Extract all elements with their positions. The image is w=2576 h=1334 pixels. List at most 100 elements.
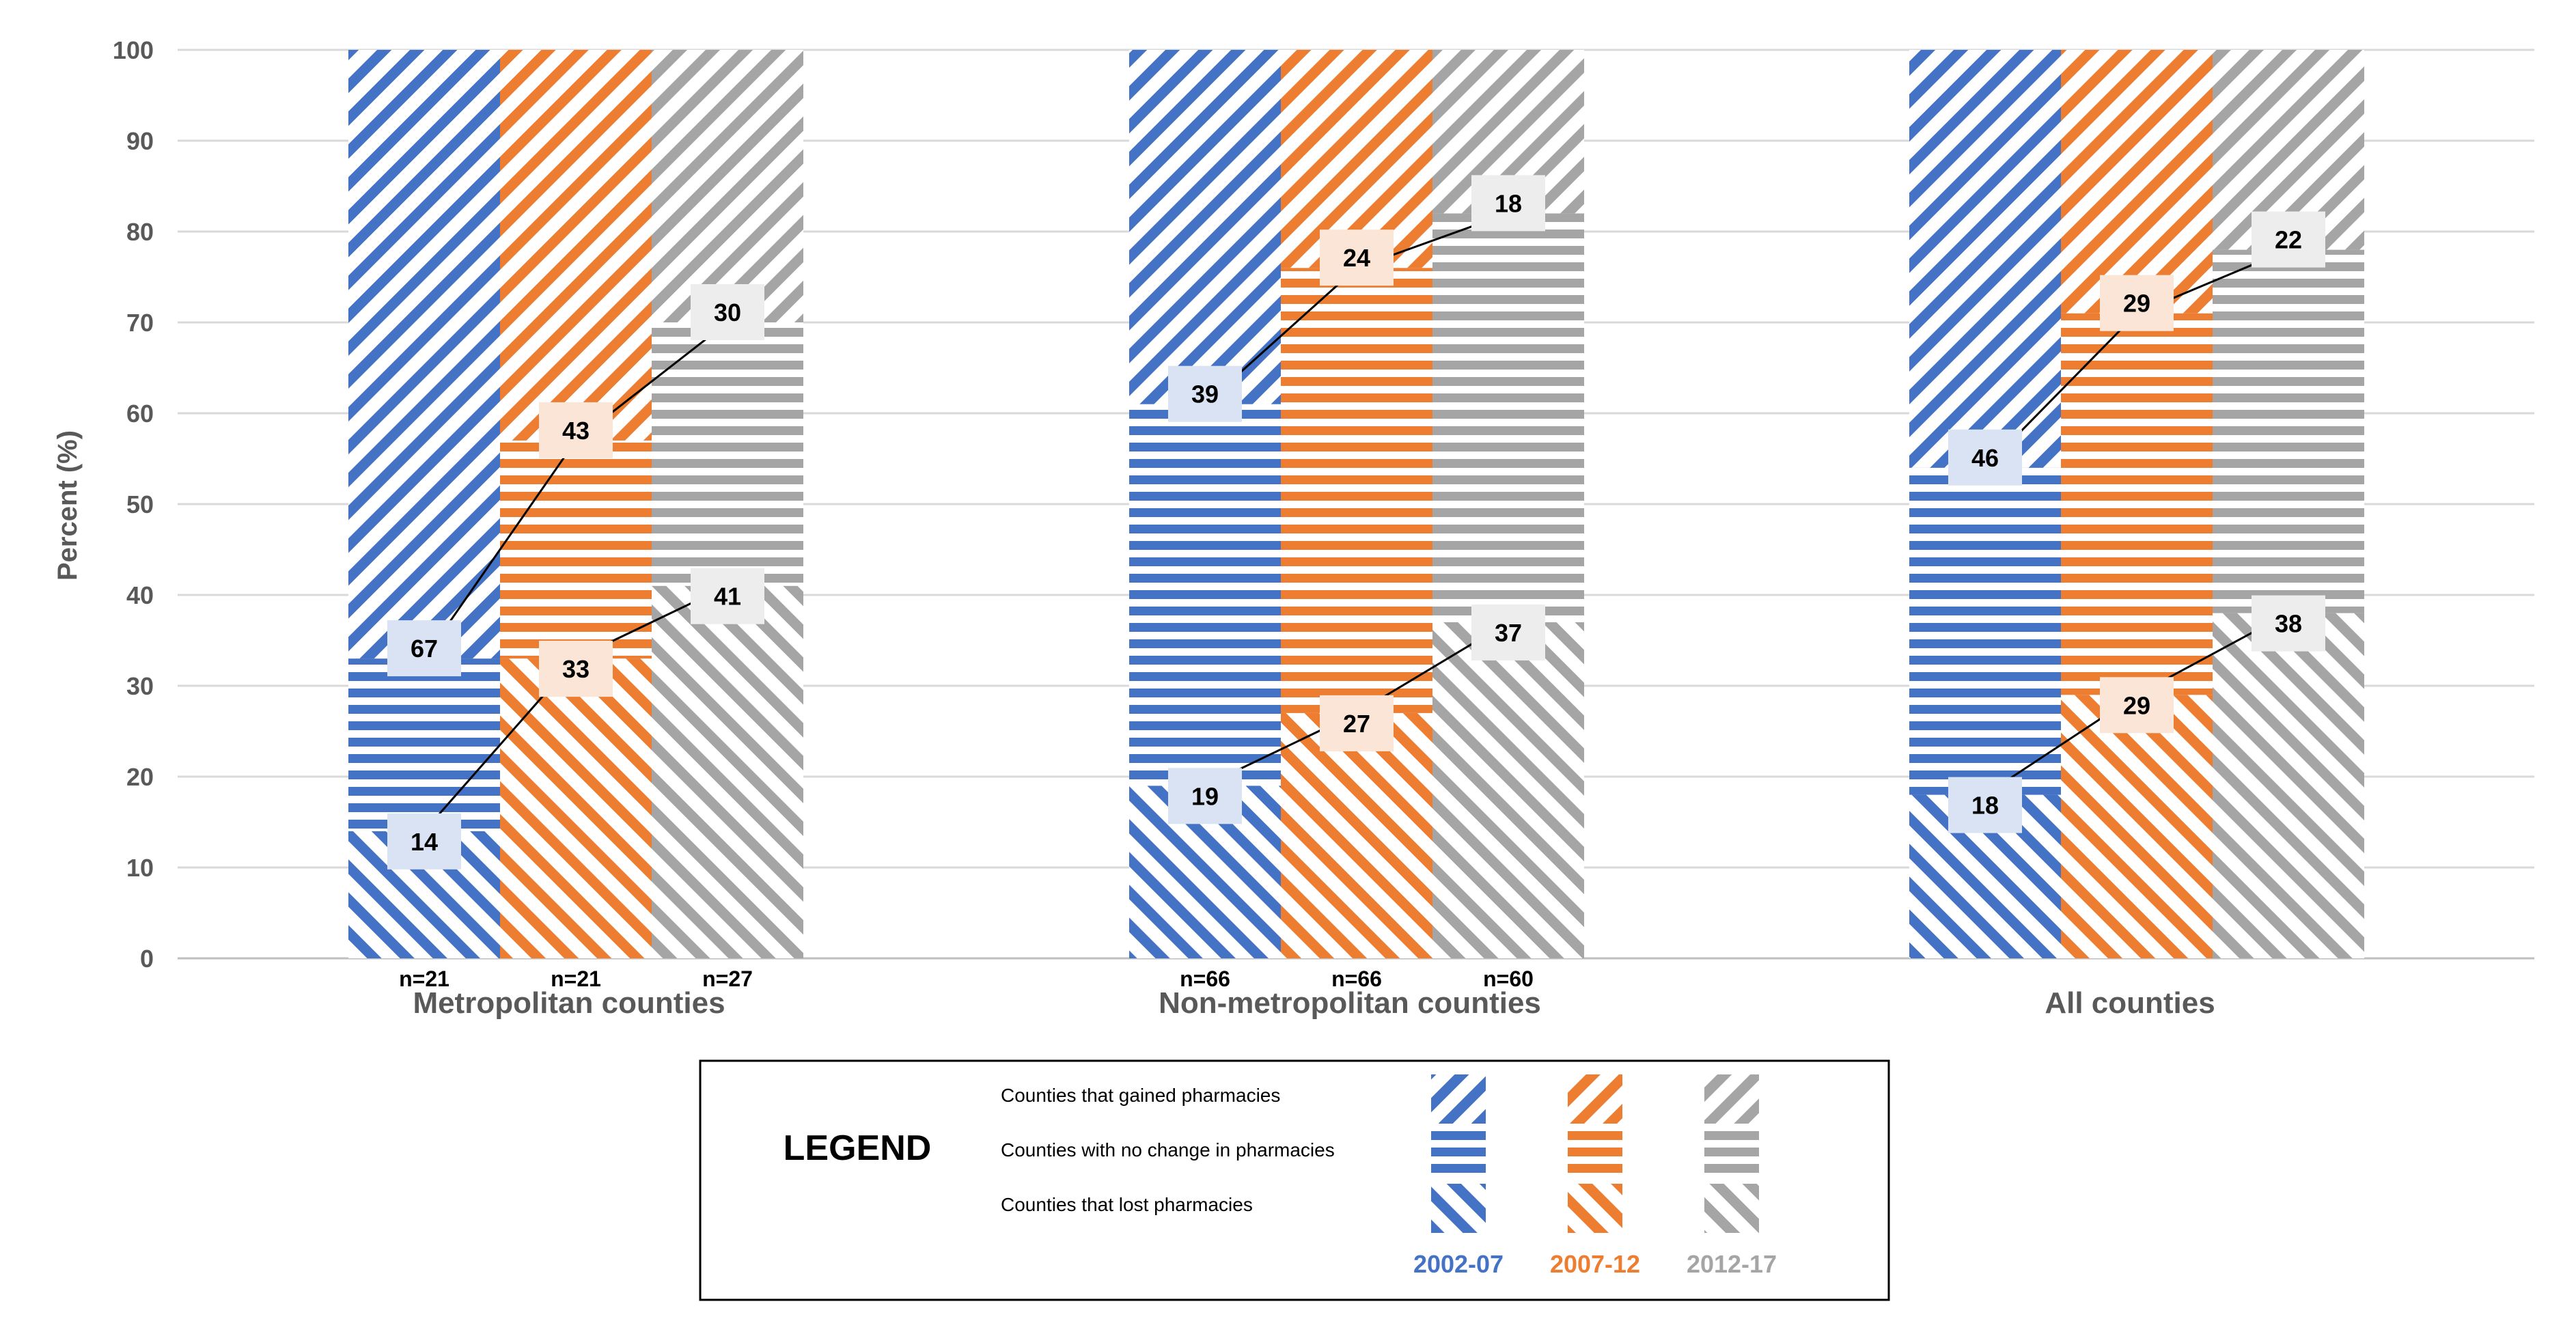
bar-segment-no-change <box>348 658 500 831</box>
y-axis-ticks: 0 10 20 30 40 50 60 70 80 90 100 <box>113 36 154 973</box>
y-tick-label: 0 <box>140 945 154 973</box>
bar-segment-lost <box>1432 622 1584 958</box>
data-label-lost-bg <box>2100 677 2174 734</box>
legend-swatch-lost-2 <box>1568 1184 1622 1233</box>
data-label-lost: 37 <box>1495 619 1522 647</box>
legend-swatch-no-change-1 <box>1431 1129 1486 1178</box>
bar-segment-lost <box>652 585 803 958</box>
data-label-lost: 14 <box>411 828 438 856</box>
bar-n-count: n=21 <box>551 967 601 991</box>
legend-row-lost: Counties that lost pharmacies <box>1001 1194 1253 1215</box>
data-label-lost: 38 <box>2275 610 2302 638</box>
legend-swatch-gained-1 <box>1431 1074 1486 1124</box>
data-label-gained: 29 <box>2123 290 2150 318</box>
data-label-gained-bg <box>1471 175 1545 232</box>
y-tick-label: 10 <box>126 854 154 882</box>
legend-swatch-no-change-3 <box>1704 1129 1759 1178</box>
bar-segment-gained <box>1909 50 2061 468</box>
bar-segment-lost <box>500 658 652 958</box>
group-label: All counties <box>2045 986 2215 1020</box>
data-label-lost: 27 <box>1343 710 1370 738</box>
bar-segment-no-change <box>2213 249 2364 613</box>
data-label-lost-bg <box>1948 777 2022 833</box>
data-label-gained: 39 <box>1191 380 1219 408</box>
data-label-gained-bg <box>1320 230 1394 286</box>
legend-swatch-gained-2 <box>1568 1074 1622 1124</box>
bar-segment-gained <box>652 50 803 322</box>
data-label-lost: 41 <box>714 583 741 611</box>
bar-segment-gained <box>500 50 652 441</box>
y-tick-label: 70 <box>126 309 154 337</box>
bar-n-count: n=66 <box>1331 967 1382 991</box>
legend-period-3: 2012-17 <box>1687 1250 1777 1278</box>
y-axis-label: Percent (%) <box>53 430 83 581</box>
data-label-lost: 18 <box>1971 792 1999 820</box>
y-tick-label: 30 <box>126 672 154 700</box>
legend-swatch-gained-3 <box>1704 1074 1759 1124</box>
y-tick-label: 20 <box>126 763 154 791</box>
group-label: Metropolitan counties <box>413 986 725 1020</box>
legend-swatch-no-change-2 <box>1568 1129 1622 1178</box>
legend-box <box>699 1059 1890 1301</box>
bar-n-count: n=21 <box>399 967 449 991</box>
y-tick-label: 50 <box>126 490 154 518</box>
bar-segment-no-change <box>652 322 803 586</box>
data-label-lost: 29 <box>2123 691 2150 719</box>
data-label-gained: 67 <box>411 635 438 663</box>
bar-segment-lost <box>1281 712 1432 958</box>
data-label-lost-bg <box>2252 595 2325 652</box>
legend-row-no-change: Counties with no change in pharmacies <box>1001 1139 1335 1161</box>
data-label-lost-bg <box>539 641 613 697</box>
data-label-gained: 22 <box>2275 226 2302 254</box>
data-label-gained-bg <box>2100 275 2174 331</box>
data-labels-layer: 14 67 33 43 41 30 19 39 27 24 37 18 18 46 29 29 38 22 <box>387 175 2325 870</box>
bar-segment-lost <box>2213 613 2364 958</box>
data-label-gained-bg <box>539 402 613 458</box>
data-label-lost-bg <box>1168 768 1242 824</box>
bar-segment-gained <box>1129 50 1281 404</box>
data-label-lost-bg <box>387 813 461 870</box>
bar-n-count: n=60 <box>1483 967 1534 991</box>
bar-segment-gained <box>348 50 500 659</box>
data-label-lost: 19 <box>1191 782 1219 810</box>
group-label: Non-metropolitan counties <box>1159 986 1541 1020</box>
legend-period-2: 2007-12 <box>1550 1250 1640 1278</box>
legend-swatches <box>1431 1074 1759 1233</box>
data-label-gained: 43 <box>562 417 590 445</box>
bar-segment-lost <box>2061 695 2213 958</box>
legend: LEGEND Counties that gained pharmacies C… <box>699 1059 1890 1301</box>
bars-layer <box>348 50 2364 958</box>
data-label-gained-bg <box>691 284 764 340</box>
bar-segment-no-change <box>500 440 652 659</box>
data-label-gained: 46 <box>1971 444 1999 472</box>
data-label-lost-bg <box>1320 695 1394 751</box>
bar-segment-no-change <box>2061 313 2213 695</box>
bar-segment-no-change <box>1129 404 1281 786</box>
data-label-gained: 30 <box>714 298 741 326</box>
data-label-gained: 24 <box>1343 244 1370 272</box>
bar-n-count: n=27 <box>702 967 753 991</box>
legend-swatch-lost-1 <box>1431 1184 1486 1233</box>
y-tick-label: 60 <box>126 400 154 428</box>
data-label-gained-bg <box>1948 429 2022 486</box>
data-label-gained-bg <box>1168 365 1242 422</box>
legend-title: LEGEND <box>784 1128 932 1168</box>
legend-row-gained: Counties that gained pharmacies <box>1001 1085 1280 1106</box>
y-tick-label: 80 <box>126 218 154 246</box>
y-tick-label: 40 <box>126 581 154 609</box>
data-label-lost-bg <box>691 568 764 624</box>
data-label-gained-bg <box>2252 211 2325 268</box>
bar-segment-gained <box>2061 50 2213 314</box>
data-label-lost: 33 <box>562 655 590 683</box>
bar-segment-no-change <box>1281 268 1432 713</box>
legend-swatch-lost-3 <box>1704 1184 1759 1233</box>
data-label-gained-bg <box>387 620 461 677</box>
data-label-lost-bg <box>1471 604 1545 661</box>
bar-segment-no-change <box>1432 213 1584 622</box>
bar-segment-no-change <box>1909 467 2061 795</box>
y-tick-label: 90 <box>126 127 154 155</box>
legend-period-1: 2002-07 <box>1413 1250 1504 1278</box>
bar-n-count: n=66 <box>1180 967 1230 991</box>
